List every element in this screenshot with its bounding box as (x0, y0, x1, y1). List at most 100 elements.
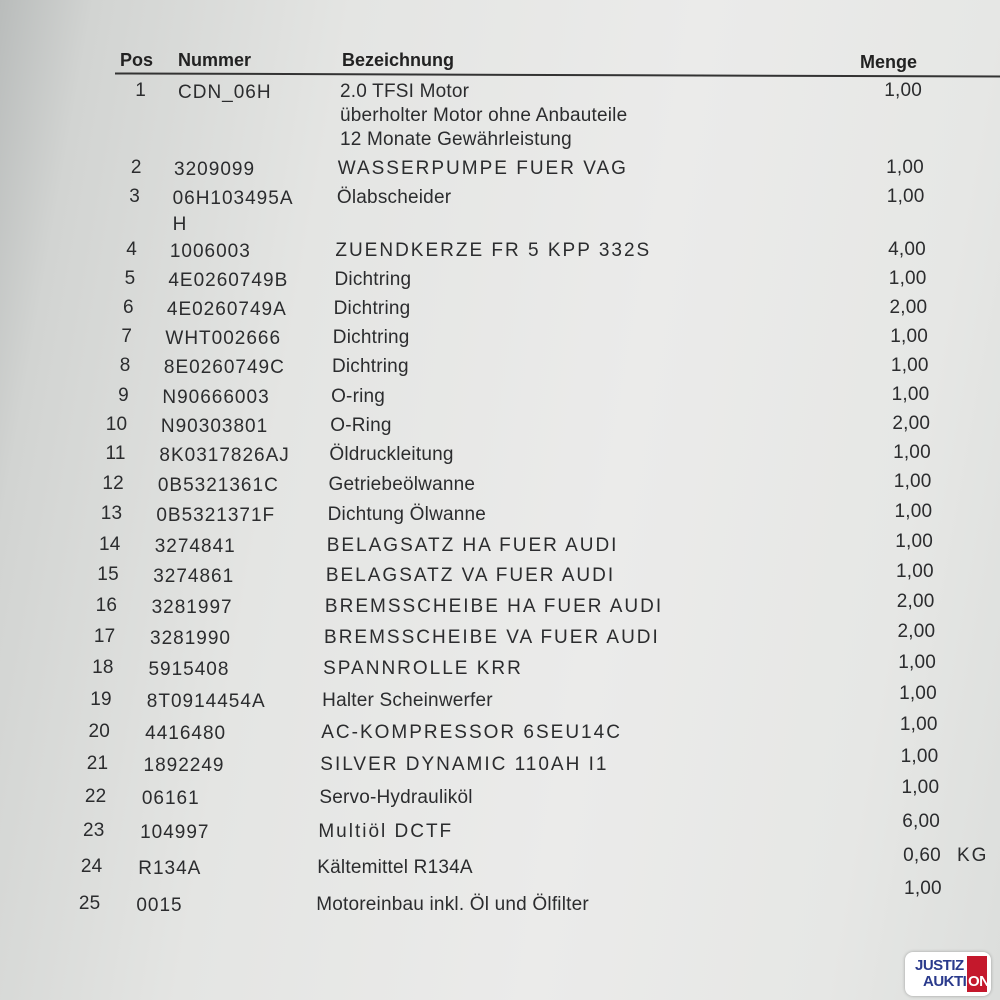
bezeichnung-line: O-ring (331, 386, 386, 407)
bezeichnung-line: 2.0 TFSI Motor (340, 81, 470, 102)
row-bezeichnung: Kältemittel R134A (317, 856, 472, 880)
row-nummer: 4416480 (145, 723, 227, 744)
row-pos: 11 (105, 443, 126, 464)
row-bezeichnung: Dichtring (332, 355, 409, 379)
row-pos: 12 (102, 473, 124, 494)
row-pos: 25 (78, 893, 101, 914)
row-bezeichnung: Ölabscheider (337, 186, 451, 210)
row-pos: 7 (121, 326, 133, 347)
bezeichnung-line: SPANNROLLE KRR (323, 658, 523, 679)
row-menge: 2,00 (896, 591, 935, 612)
row-nummer: 4E0260749A (166, 299, 287, 320)
bezeichnung-line: WASSERPUMPE FUER VAG (337, 158, 628, 179)
row-pos: 24 (80, 856, 103, 877)
row-menge: 1,00 (884, 80, 922, 101)
row-bezeichnung: O-ring (331, 385, 385, 409)
bezeichnung-line: AC-KOMPRESSOR 6SEU14C (321, 722, 622, 743)
row-menge: 1,00 (886, 186, 925, 207)
column-header-nummer: Nummer (178, 50, 252, 70)
row-pos: 3 (129, 186, 141, 207)
bezeichnung-line: Servo-Hydrauliköl (319, 787, 473, 808)
bezeichnung-line: Kältemittel R134A (317, 857, 473, 878)
row-nummer: N90666003 (162, 387, 270, 408)
bezeichnung-line: Dichtring (332, 327, 410, 348)
row-bezeichnung: BREMSSCHEIBE HA FUER AUDI (325, 595, 663, 619)
bezeichnung-line: Motoreinbau inkl. Öl und Ölfilter (316, 894, 589, 915)
row-menge: 1,00 (890, 355, 929, 376)
column-header-bezeichnung: Bezeichnung (342, 50, 455, 70)
row-bezeichnung: BELAGSATZ HA FUER AUDI (327, 534, 619, 558)
justiz-auktion-logo: JUSTIZ AUKTI ON (905, 952, 991, 996)
row-menge: 1,00 (888, 268, 927, 289)
row-bezeichnung: Dichtung Ölwanne (328, 503, 486, 527)
row-menge: 1,00 (893, 471, 932, 492)
row-menge: 6,00 (902, 811, 941, 832)
row-pos: 18 (92, 657, 114, 678)
row-bezeichnung: BREMSSCHEIBE VA FUER AUDI (324, 626, 660, 650)
bezeichnung-line: BREMSSCHEIBE VA FUER AUDI (324, 627, 660, 648)
row-pos: 14 (98, 534, 121, 555)
row-nummer: 06161 (141, 788, 200, 809)
bezeichnung-line: überholter Motor ohne Anbauteile (340, 105, 628, 126)
row-bezeichnung: Dichtring (334, 268, 411, 292)
row-bezeichnung: Dichtring (334, 297, 411, 321)
row-pos: 5 (124, 268, 136, 289)
bezeichnung-line: BELAGSATZ HA FUER AUDI (326, 535, 619, 556)
row-nummer: R134A (138, 858, 202, 879)
row-bezeichnung: SILVER DYNAMIC 110AH I1 (320, 753, 608, 777)
row-pos: 23 (82, 820, 105, 841)
row-menge: 1,00 (891, 384, 930, 405)
column-header-menge: Menge (860, 52, 918, 72)
row-pos: 8 (119, 355, 131, 376)
row-unit: KG (957, 845, 989, 866)
row-menge: 2,00 (897, 621, 936, 642)
row-menge: 1,00 (886, 157, 924, 178)
row-pos: 9 (118, 385, 129, 406)
row-pos: 10 (105, 414, 128, 435)
row-menge: 1,00 (895, 531, 934, 552)
row-menge: 2,00 (889, 297, 928, 318)
row-nummer: 8K0317826AJ (159, 445, 290, 466)
row-pos: 2 (130, 157, 142, 178)
bezeichnung-line: SILVER DYNAMIC 110AH I1 (320, 754, 609, 775)
row-nummer: 06H103495A H (172, 188, 294, 235)
bezeichnung-line: O-Ring (330, 415, 392, 436)
bezeichnung-line: ZUENDKERZE FR 5 KPP 332S (335, 240, 652, 261)
row-bezeichnung: Öldruckleitung (329, 443, 453, 467)
bezeichnung-line: Dichtring (331, 356, 409, 377)
row-menge: 1,00 (901, 777, 940, 798)
row-bezeichnung: Multiöl DCTF (318, 820, 453, 844)
row-nummer: 8E0260749C (163, 357, 285, 378)
row-nummer: 3281997 (151, 597, 233, 618)
row-bezeichnung: Dichtring (333, 326, 410, 350)
row-nummer: 5915408 (148, 659, 230, 680)
row-menge: 1,00 (898, 652, 937, 673)
row-bezeichnung: AC-KOMPRESSOR 6SEU14C (321, 721, 622, 745)
bezeichnung-line: Öldruckleitung (329, 444, 454, 465)
row-menge: 1,00 (893, 442, 931, 463)
row-bezeichnung: BELAGSATZ VA FUER AUDI (326, 564, 615, 588)
row-menge: 2,00 (892, 413, 931, 434)
row-nummer: 1892249 (143, 755, 225, 776)
row-nummer: 3281990 (150, 628, 231, 649)
row-pos: 17 (93, 626, 116, 647)
column-header-pos: Pos (120, 50, 154, 70)
row-nummer: 0B5321361C (157, 475, 279, 496)
row-bezeichnung: Halter Scheinwerfer (322, 689, 493, 713)
row-nummer: 1006003 (169, 241, 251, 262)
row-menge: 0,60 (903, 845, 941, 866)
header-rule (114, 72, 1000, 78)
row-bezeichnung: 2.0 TFSI Motor überholter Motor ohne Anba… (340, 80, 627, 152)
row-nummer: 4E0260749B (168, 270, 289, 291)
row-nummer: 3209099 (174, 159, 256, 180)
row-bezeichnung: O-Ring (330, 414, 391, 438)
bezeichnung-line: Dichtring (333, 298, 411, 319)
row-nummer: 0015 (136, 895, 183, 916)
bezeichnung-line: Dichtung Ölwanne (327, 504, 487, 525)
row-bezeichnung: Getriebeölwanne (328, 473, 475, 497)
bezeichnung-line: BELAGSATZ VA FUER AUDI (325, 565, 616, 586)
bezeichnung-line: Halter Scheinwerfer (322, 690, 493, 711)
row-nummer: N90303801 (160, 416, 269, 437)
row-menge: 4,00 (888, 239, 926, 260)
bezeichnung-line: Dichtring (334, 269, 412, 290)
